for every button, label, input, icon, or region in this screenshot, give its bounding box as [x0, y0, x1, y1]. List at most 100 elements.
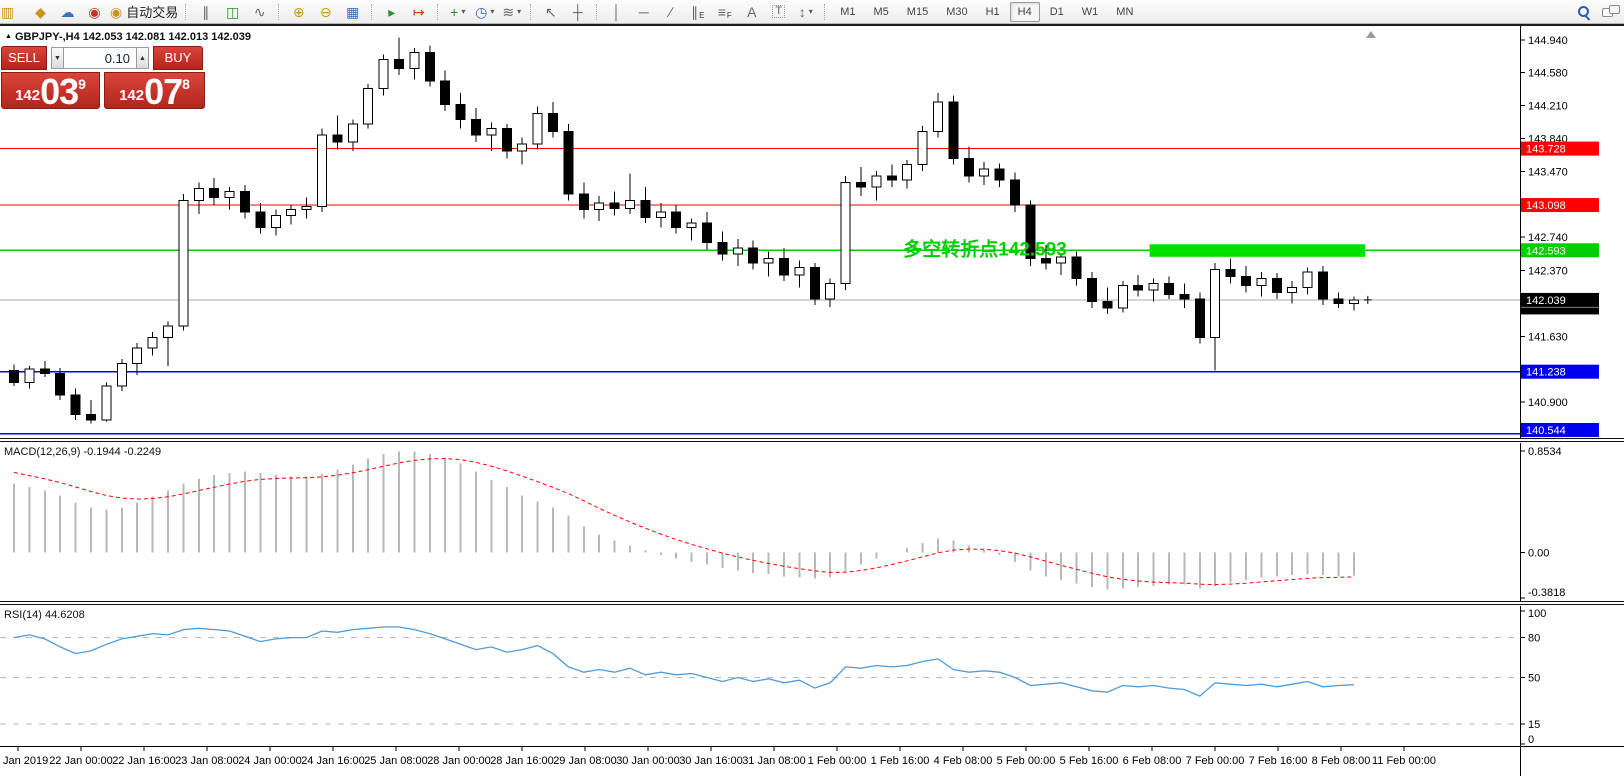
time-axis-label[interactable]: 8 Feb 08:00 [1312, 755, 1371, 767]
symbol-ohlc-text: GBPJPY-,H4 142.053 142.081 142.013 142.0… [14, 31, 252, 43]
time-axis-label[interactable]: 1 Feb 16:00 [871, 755, 930, 767]
candle-body [347, 123, 358, 143]
price-axis-label: 141.630 [1528, 332, 1568, 344]
chart-window-icon[interactable]: ◆ [28, 1, 53, 23]
buy-button[interactable]: BUY [153, 46, 203, 70]
signals-icon[interactable]: ◉ [82, 1, 107, 23]
sell-button[interactable]: SELL [1, 46, 47, 70]
zoom-in-icon[interactable]: ⊕ [286, 1, 311, 23]
timeframe-button-m1[interactable]: M1 [840, 5, 856, 18]
time-axis-label[interactable]: 24 Jan 16:00 [301, 755, 365, 767]
indicators-icon-dropdown[interactable]: ▾ [461, 7, 466, 16]
search-icon[interactable] [1571, 1, 1596, 23]
time-axis-label[interactable]: 23 Jan 08:00 [175, 755, 239, 767]
tile-windows-icon[interactable]: ▦ [340, 1, 365, 23]
time-axis-label[interactable]: 29 Jan 08:00 [553, 755, 617, 767]
pivot-zone-rect[interactable] [1149, 244, 1366, 257]
time-axis-label[interactable]: 21 Jan 2019 [0, 755, 48, 767]
time-axis-label[interactable]: 11 Feb 00:00 [1372, 755, 1436, 767]
periods-icon-dropdown[interactable]: ▾ [490, 7, 495, 16]
window-separator[interactable] [0, 601, 1624, 605]
time-axis-label[interactable]: 7 Feb 00:00 [1186, 755, 1245, 767]
chat-icon [1601, 5, 1620, 18]
timeframe-button-h1[interactable]: H1 [985, 5, 1000, 18]
time-axis-label[interactable]: 30 Jan 00:00 [616, 755, 680, 767]
candle-body [886, 175, 897, 181]
candle-body [686, 222, 697, 228]
text-icon[interactable]: A [739, 1, 764, 23]
candle-body [625, 199, 635, 209]
fibonacci-icon[interactable]: ≡ F [712, 1, 737, 23]
time-axis-label[interactable]: 28 Jan 00:00 [427, 755, 491, 767]
pivot-annotation-text[interactable]: 多空转折点142.593 [903, 237, 1067, 260]
time-axis-label[interactable]: 25 Jan 08:00 [364, 755, 428, 767]
time-axis-label[interactable]: 5 Feb 00:00 [997, 755, 1056, 767]
vertical-line-icon[interactable]: │ [604, 1, 629, 23]
timeframe-button-h4[interactable]: H4 [1009, 1, 1040, 22]
time-axis-label[interactable]: 30 Jan 16:00 [679, 755, 743, 767]
volume-increase-button[interactable]: ▲ [136, 47, 149, 69]
candlestick-chart-icon[interactable]: ◫ [220, 1, 245, 23]
chat-icon[interactable] [1598, 1, 1623, 23]
time-axis-label[interactable]: 7 Feb 16:00 [1249, 755, 1308, 767]
candle-body [9, 370, 19, 383]
time-axis-label[interactable]: 28 Jan 16:00 [490, 755, 554, 767]
cursor-icon[interactable]: ↖ [538, 1, 563, 23]
axis-price-badge-text: 143.728 [1526, 144, 1566, 156]
axis-price-badge-text: 142.039 [1526, 295, 1566, 307]
ohlc-bars-icon[interactable]: ∥ [193, 1, 218, 23]
volume-input[interactable] [64, 47, 136, 69]
time-axis-label[interactable]: 22 Jan 16:00 [112, 755, 176, 767]
arrows-icon[interactable]: ↕ ▾ [793, 1, 818, 23]
zoom-out-icon[interactable]: ⊖ [313, 1, 338, 23]
chart-shift-icon[interactable]: ↦ [406, 1, 431, 23]
timeframe-button-m15[interactable]: M15 [906, 5, 929, 18]
arrows-icon-dropdown[interactable]: ▾ [808, 7, 813, 16]
time-axis-label[interactable]: 4 Feb 08:00 [934, 755, 993, 767]
templates-icon-dropdown[interactable]: ▾ [517, 7, 522, 16]
indicators-icon[interactable]: + ▾ [445, 1, 470, 23]
timeframe-button-mn[interactable]: MN [1116, 5, 1134, 18]
new-order-icon[interactable]: ▥ [1, 1, 26, 23]
candle-body [1025, 204, 1036, 260]
rsi-indicator-label: RSI(14) 44.6208 [4, 609, 85, 621]
candle-body [594, 202, 605, 210]
candle-body [501, 128, 512, 152]
auto-scroll-icon[interactable]: ▸ [379, 1, 404, 23]
candle-body [317, 134, 327, 208]
candle-body [517, 143, 528, 152]
timeframe-button-m5[interactable]: M5 [873, 5, 889, 18]
trendline-icon[interactable]: ∕ [658, 1, 683, 23]
chart-shift-marker[interactable] [1366, 31, 1376, 38]
price-axis-label: 142.370 [1528, 265, 1568, 277]
chart-collapse-icon[interactable]: ▲ [5, 33, 12, 40]
time-axis-label[interactable]: 31 Jan 08:00 [742, 755, 806, 767]
volume-decrease-button[interactable]: ▼ [51, 47, 64, 69]
time-axis-label[interactable]: 22 Jan 00:00 [49, 755, 113, 767]
crosshair-icon[interactable]: ┼ [565, 1, 590, 23]
candle-body [1087, 277, 1097, 303]
candle-body [286, 208, 297, 217]
time-axis-label[interactable]: 1 Feb 00:00 [808, 755, 867, 767]
line-chart-icon: ∿ [253, 3, 266, 20]
window-separator[interactable] [0, 438, 1624, 442]
timeframe-button-m30[interactable]: M30 [946, 5, 968, 18]
text-label-icon[interactable]: T [766, 1, 791, 23]
equidistant-channel-icon[interactable]: ∥ E [685, 1, 710, 23]
candle-body [1133, 285, 1144, 291]
timeframe-button-w1[interactable]: W1 [1081, 5, 1099, 18]
community-icon[interactable]: ☁ [55, 1, 80, 23]
timeframe-button-d1[interactable]: D1 [1049, 5, 1064, 18]
time-axis-label[interactable]: 6 Feb 08:00 [1123, 755, 1182, 767]
periods-icon[interactable]: ◷ ▾ [472, 1, 497, 23]
candle-body [979, 168, 990, 177]
volume-stepper: ▼ ▲ [51, 46, 149, 70]
autotrading-button[interactable]: ◉ 自动交易 [109, 1, 179, 23]
line-chart-icon[interactable]: ∿ [247, 1, 272, 23]
horizontal-line-icon[interactable]: ─ [631, 1, 656, 23]
bid-price-button[interactable]: 142 03 9 [1, 72, 100, 110]
time-axis-label[interactable]: 24 Jan 00:00 [238, 755, 302, 767]
ask-price-button[interactable]: 142 07 8 [104, 72, 205, 110]
time-axis-label[interactable]: 5 Feb 16:00 [1060, 755, 1119, 767]
templates-icon[interactable]: ≋ ▾ [499, 1, 524, 23]
